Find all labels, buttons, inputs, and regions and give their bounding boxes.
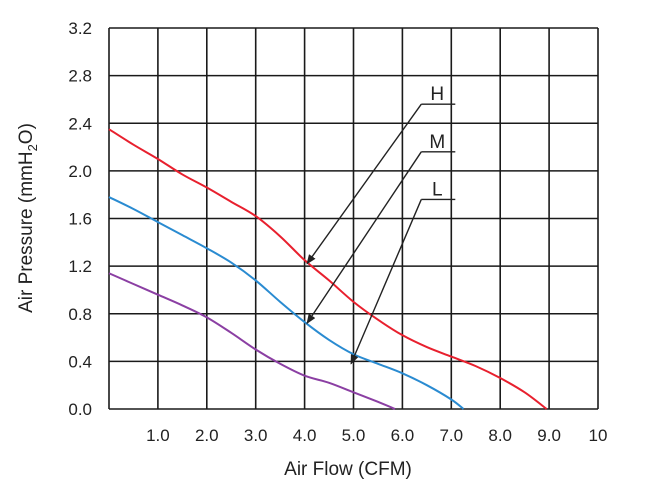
tick-labels: 1.0 2.0 3.0 4.0 5.0 6.0 7.0 8.0 9.0 10 0.0 0.4 0.8 1.… [68, 19, 607, 445]
y-tick-label: 2.4 [68, 114, 92, 133]
series-line-l [108, 272, 396, 410]
plot-grid [108, 27, 599, 410]
callout-arrow [350, 199, 422, 365]
series-lines [108, 128, 548, 410]
y-tick-label: 0.0 [68, 400, 92, 419]
x-tick-label: 1.0 [146, 426, 170, 445]
series-line-m [108, 196, 465, 410]
x-tick-label: 5.0 [342, 426, 366, 445]
series-line-h [108, 128, 548, 410]
y-tick-label: 0.4 [68, 352, 92, 371]
x-tick-label: 10 [589, 426, 608, 445]
callout-arrow [306, 151, 422, 325]
y-tick-label: 2.8 [68, 67, 92, 86]
x-axis-title: Air Flow (CFM) [284, 459, 412, 480]
x-tick-label: 6.0 [391, 426, 415, 445]
x-tick-label: 2.0 [195, 426, 219, 445]
y-axis-title: Air Pressure (mmH2O) [16, 123, 40, 313]
callout-label-h: H [430, 84, 444, 105]
x-tick-label: 7.0 [439, 426, 463, 445]
y-tick-label: 1.2 [68, 257, 92, 276]
y-axis-title-subscript: 2 [25, 144, 40, 151]
x-tick-label: 8.0 [488, 426, 512, 445]
callout-label-m: M [429, 132, 445, 153]
y-tick-label: 2.0 [68, 162, 92, 181]
x-tick-label: 3.0 [244, 426, 268, 445]
callout-arrow [306, 103, 422, 265]
x-tick-label: 9.0 [537, 426, 561, 445]
y-tick-label: 3.2 [68, 19, 92, 38]
y-tick-label: 0.8 [68, 305, 92, 324]
y-tick-label: 1.6 [68, 210, 92, 229]
x-tick-label: 4.0 [293, 426, 317, 445]
callout-annotations: H M L [306, 84, 456, 365]
callout-label-l: L [432, 179, 443, 200]
y-axis-title-end: O) [16, 123, 37, 144]
y-axis-title-main: Air Pressure (mmH [16, 151, 37, 313]
